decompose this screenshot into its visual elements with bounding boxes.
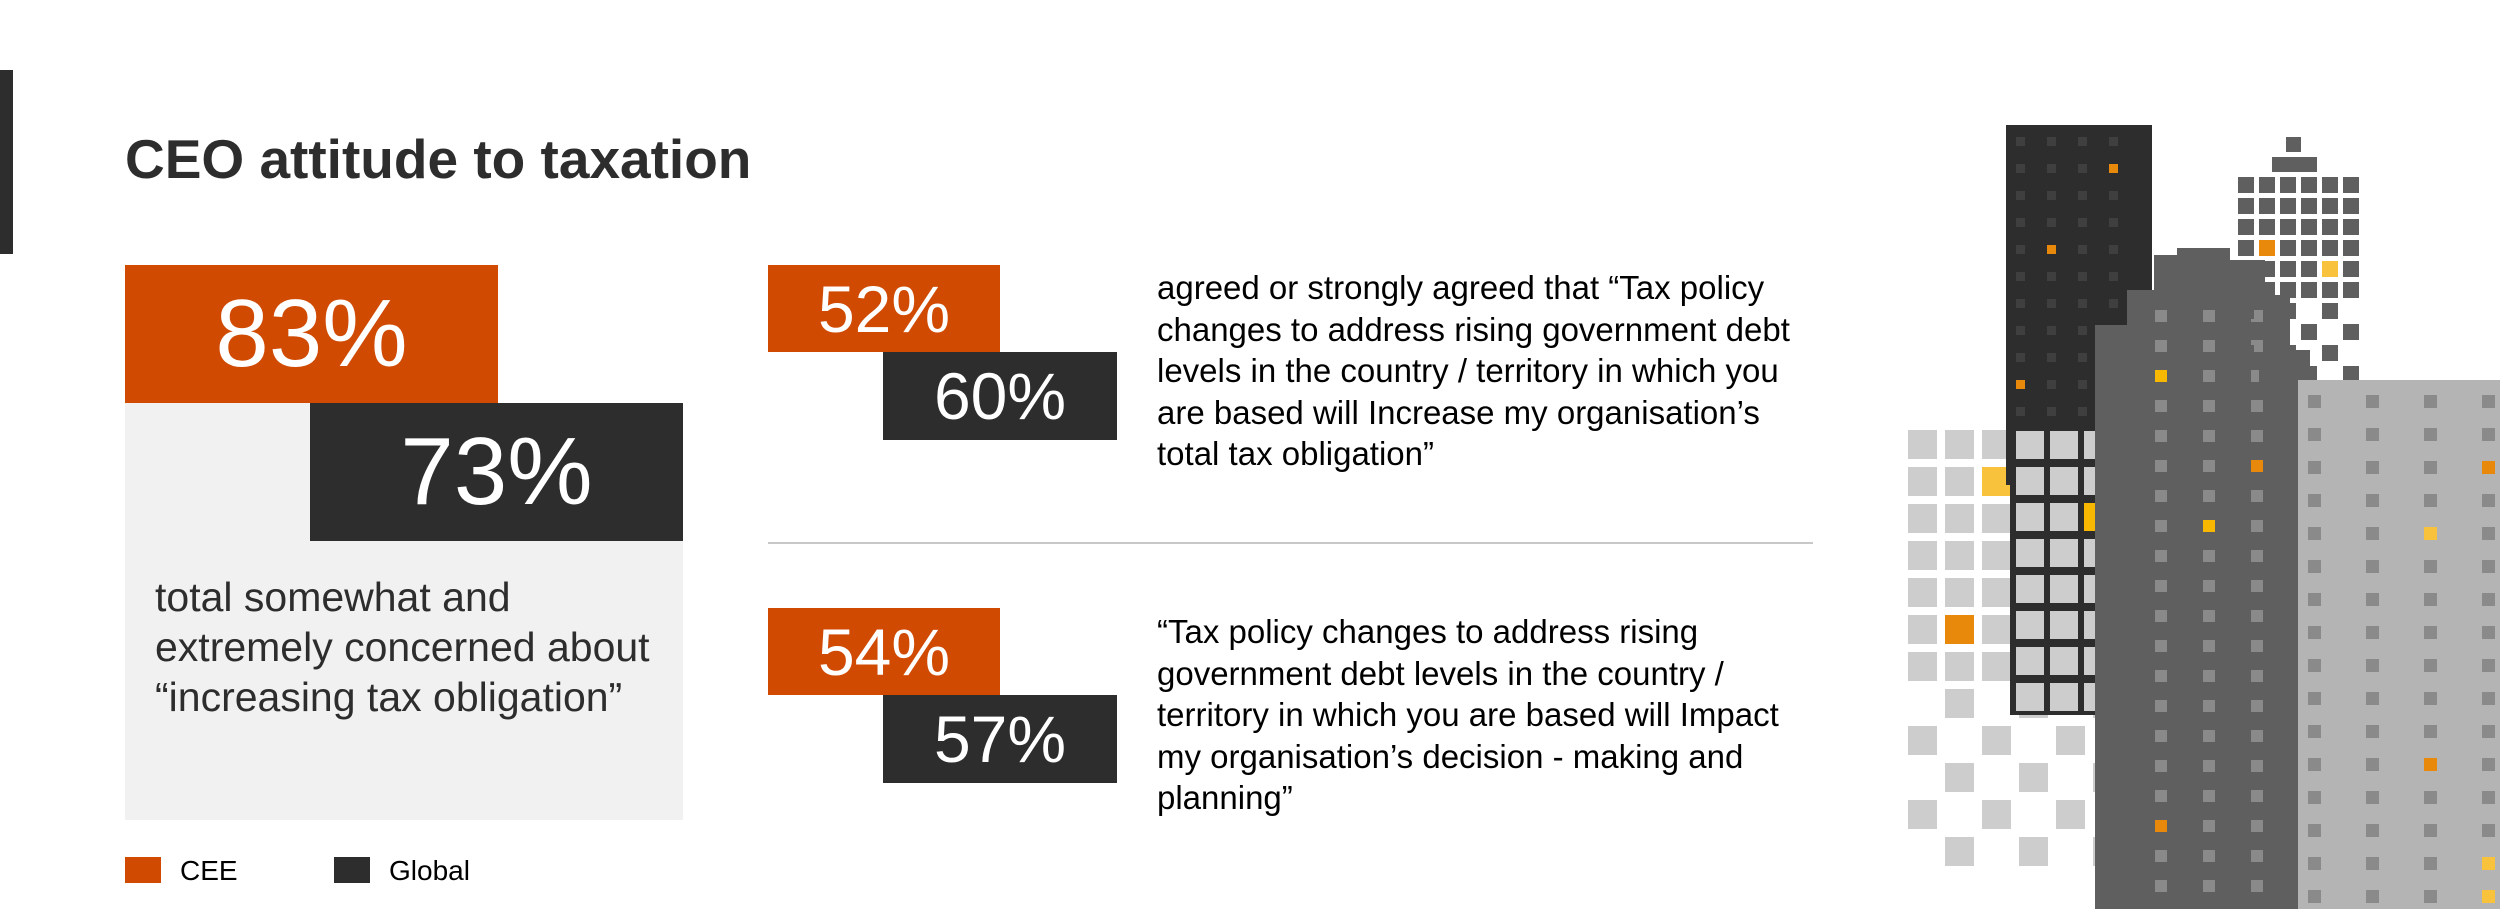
page-title: CEO attitude to taxation	[125, 128, 752, 190]
city-skyline-illustration	[1908, 125, 2500, 909]
headline-cee-value: 83%	[125, 265, 498, 403]
stat-1-global-value: 60%	[883, 352, 1117, 440]
checker-tower	[2238, 137, 2359, 382]
headline-description: total somewhat and extremely concerned a…	[155, 574, 650, 720]
light-gray-building	[2298, 380, 2500, 909]
stat-2-cee-value: 54%	[768, 608, 1000, 695]
stat-2-text: “Tax policy changes to address rising go…	[1157, 613, 1779, 816]
legend-cee-swatch	[125, 857, 161, 883]
legend-global-swatch	[334, 857, 370, 883]
divider	[768, 542, 1813, 544]
headline-global-value: 73%	[310, 403, 683, 541]
legend-global-label: Global	[389, 855, 470, 886]
stat-1-text: agreed or strongly agreed that “Tax poli…	[1157, 269, 1790, 472]
stat-2-global-value: 57%	[883, 695, 1117, 783]
accent-bar	[0, 70, 13, 254]
mid-gray-building	[2095, 248, 2310, 909]
legend-cee-label: CEE	[180, 855, 238, 886]
stat-1-cee-value: 52%	[768, 265, 1000, 352]
